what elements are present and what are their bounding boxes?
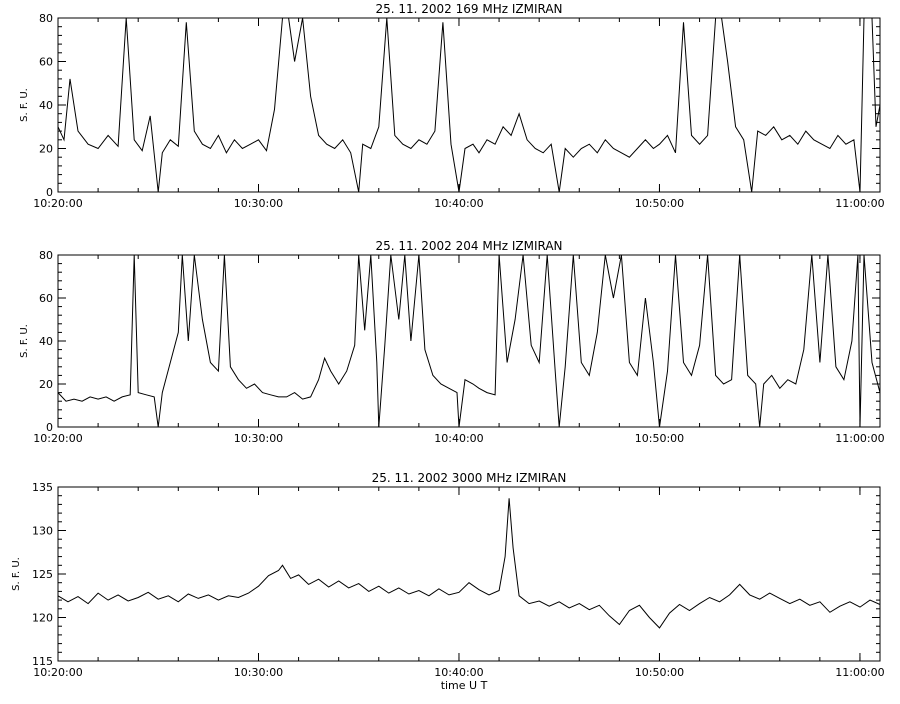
- y-tick-label: 20: [39, 378, 53, 391]
- x-tick-label: 11:00:00: [835, 432, 884, 445]
- x-tick-label: 10:20:00: [33, 197, 82, 210]
- chart-panel-2: 25. 11. 2002 204 MHz IZMIRAN S. F. U. 0 20 4…: [19, 239, 885, 445]
- x-tick-label: 11:00:00: [835, 666, 884, 679]
- y-tick-label: 0: [46, 186, 53, 199]
- plot-frame: [57, 486, 881, 662]
- y-tick-label: 20: [39, 143, 53, 156]
- x-tick-label: 10:40:00: [434, 197, 483, 210]
- y-tick-label: 120: [32, 612, 53, 625]
- x-tick-label: 10:50:00: [635, 432, 684, 445]
- series-line-1: [57, 17, 881, 193]
- x-tick-label: 10:30:00: [234, 432, 283, 445]
- chart-title: 25. 11. 2002 169 MHz IZMIRAN: [375, 2, 562, 16]
- y-tick-label: 40: [39, 99, 53, 112]
- y-tick-label: 115: [32, 655, 53, 668]
- y-tick-label: 80: [39, 12, 53, 25]
- x-tick-label: 10:50:00: [635, 197, 684, 210]
- chart-panel-3: 25. 11. 2002 3000 MHz IZMIRAN S. F. U. 115…: [11, 471, 885, 692]
- x-tick-label: 10:20:00: [33, 432, 82, 445]
- chart-title: 25. 11. 2002 204 MHz IZMIRAN: [375, 239, 562, 253]
- x-axis-label: time U T: [441, 679, 488, 692]
- x-tick-label: 10:20:00: [33, 666, 82, 679]
- y-tick-label: 0: [46, 421, 53, 434]
- y-tick-label: 60: [39, 292, 53, 305]
- chart-title: 25. 11. 2002 3000 MHz IZMIRAN: [372, 471, 567, 485]
- series-line-1: [57, 254, 881, 428]
- x-tick-label: 10:40:00: [434, 666, 483, 679]
- x-tick-label: 10:40:00: [434, 432, 483, 445]
- y-axis-label: S. F. U.: [11, 557, 22, 591]
- x-tick-label: 10:50:00: [635, 666, 684, 679]
- y-tick-label: 130: [32, 525, 53, 538]
- y-tick-label: 40: [39, 335, 53, 348]
- y-axis-label: S. F. U.: [19, 88, 30, 122]
- y-tick-label: 125: [32, 568, 53, 581]
- series-line-1: [57, 498, 881, 629]
- chart-panel-1: 25. 11. 2002 169 MHz IZMIRAN S. F. U. 0 20 4…: [19, 2, 885, 210]
- y-tick-label: 60: [39, 56, 53, 69]
- x-tick-label: 11:00:00: [835, 197, 884, 210]
- y-tick-label: 80: [39, 249, 53, 262]
- x-tick-label: 10:30:00: [234, 666, 283, 679]
- y-axis-label: S. F. U.: [19, 324, 30, 358]
- x-tick-label: 10:30:00: [234, 197, 283, 210]
- y-tick-label: 135: [32, 481, 53, 494]
